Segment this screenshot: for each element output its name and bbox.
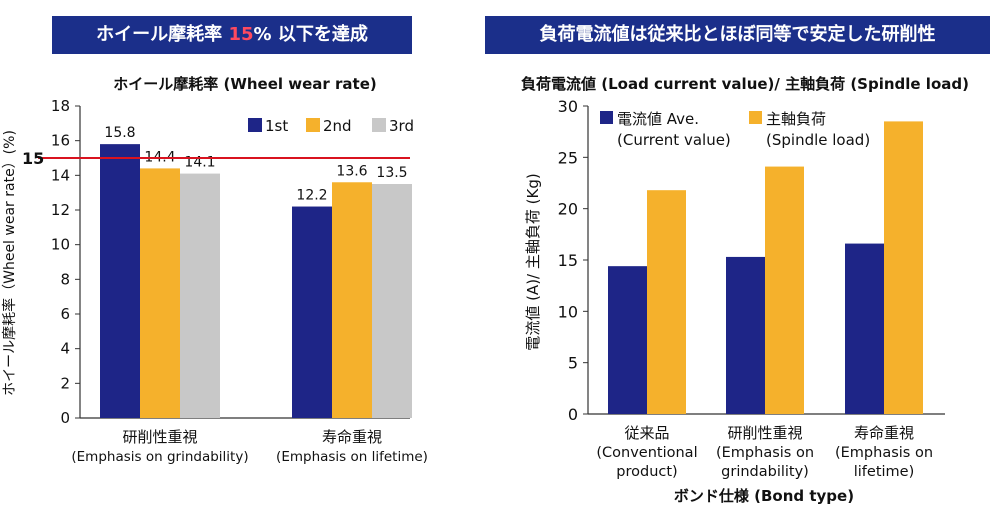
chart2-bar [765,166,804,414]
chart1-data-label: 13.5 [376,165,407,181]
chart2-category-label: grindability) [721,464,809,480]
chart1-y-tick-label: 0 [60,409,70,427]
chart1-y-tick-label: 2 [60,374,70,392]
chart2-y-tick-label: 15 [558,251,578,270]
chart1-bar [180,173,220,418]
chart2-legend-sublabel: (Spindle load) [766,131,870,149]
threshold-label: 15 [22,149,44,168]
chart2-bar [726,256,765,414]
chart1-y-tick-label: 10 [51,236,70,254]
chart2-x-axis-label: ボンド仕様 (Bond type) [674,487,854,505]
chart2-category-label: product) [616,464,677,480]
chart2-y-axis-label: 電流値 (A)/ 主軸負荷 (Kg) [524,173,542,350]
chart2-legend-label: 主軸負荷 [766,110,826,128]
chart1-bar [100,144,140,418]
chart1-category-label: 研削性重視 [122,428,197,446]
chart1-y-tick-label: 8 [60,270,70,288]
chart2-legend-swatch [749,111,762,124]
chart2-y-tick-label: 10 [558,302,578,321]
chart2-y-tick-label: 20 [558,200,578,219]
chart2-bar [647,190,686,414]
chart2-category-label: lifetime) [854,464,915,480]
chart2-category-label: 従来品 [624,424,669,442]
chart2-category-label: (Conventional [596,445,697,461]
left-banner: ホイール摩耗率 15% 以下を達成 [52,16,412,54]
chart1-y-tick-label: 12 [51,201,70,219]
chart2-legend-sublabel: (Current value) [617,131,731,149]
chart1-category-label: (Emphasis on grindability) [71,449,248,465]
chart1-title: ホイール摩耗率 (Wheel wear rate) [113,75,377,93]
left-banner-suffix: % 以下を達成 [253,24,368,45]
chart2-y-tick-label: 25 [558,148,578,167]
chart2-category-label: (Emphasis on [835,445,933,461]
chart2-y-tick-label: 0 [568,405,578,424]
chart1-bar [372,184,412,418]
chart1-data-label: 12.2 [296,188,327,204]
chart1-legend-swatch [248,118,262,132]
chart2-bar [845,243,884,414]
left-banner-highlight: 15 [228,24,254,45]
chart1-y-tick-label: 16 [51,132,70,150]
chart2-category-label: 研削性重視 [727,424,802,442]
chart1-bar [332,182,372,418]
chart2-bar [608,266,647,414]
chart2-legend-swatch [600,111,613,124]
chart1-legend-swatch [306,118,320,132]
chart1-legend-swatch [372,118,386,132]
chart1-y-tick-label: 6 [60,305,70,323]
chart1-bar [140,168,180,418]
right-banner: 負荷電流値は従来比とほぼ同等で安定した研削性 [485,16,990,54]
wheel-wear-chart: ホイール摩耗率 (Wheel wear rate) ホイール摩耗率（Wheel … [1,75,428,465]
chart1-category-label: (Emphasis on lifetime) [276,449,428,465]
load-current-chart: 負荷電流値 (Load current value)/ 主軸負荷 (Spindl… [521,75,969,505]
chart1-category-label: 寿命重視 [322,428,382,446]
chart2-bar [884,121,923,415]
chart2-legend-label: 電流値 Ave. [617,110,699,128]
left-banner-prefix: ホイール摩耗率 [96,24,229,45]
chart1-y-tick-label: 14 [51,166,70,184]
chart1-y-tick-label: 4 [60,340,70,358]
chart1-legend-label: 3rd [389,117,414,135]
chart1-bar [292,206,332,418]
chart1-data-label: 15.8 [104,125,135,141]
chart2-y-tick-label: 30 [558,97,578,116]
chart1-legend-label: 2nd [323,117,352,135]
chart1-y-axis-label: ホイール摩耗率（Wheel wear rate）(%) [1,130,18,396]
chart2-y-tick-label: 5 [568,354,578,373]
chart1-legend-label: 1st [265,117,288,135]
chart2-category-label: (Emphasis on [716,445,814,461]
chart2-category-label: 寿命重視 [854,424,914,442]
chart2-title: 負荷電流値 (Load current value)/ 主軸負荷 (Spindl… [521,75,969,93]
chart1-y-tick-label: 18 [51,97,70,115]
chart1-data-label: 13.6 [336,163,367,179]
